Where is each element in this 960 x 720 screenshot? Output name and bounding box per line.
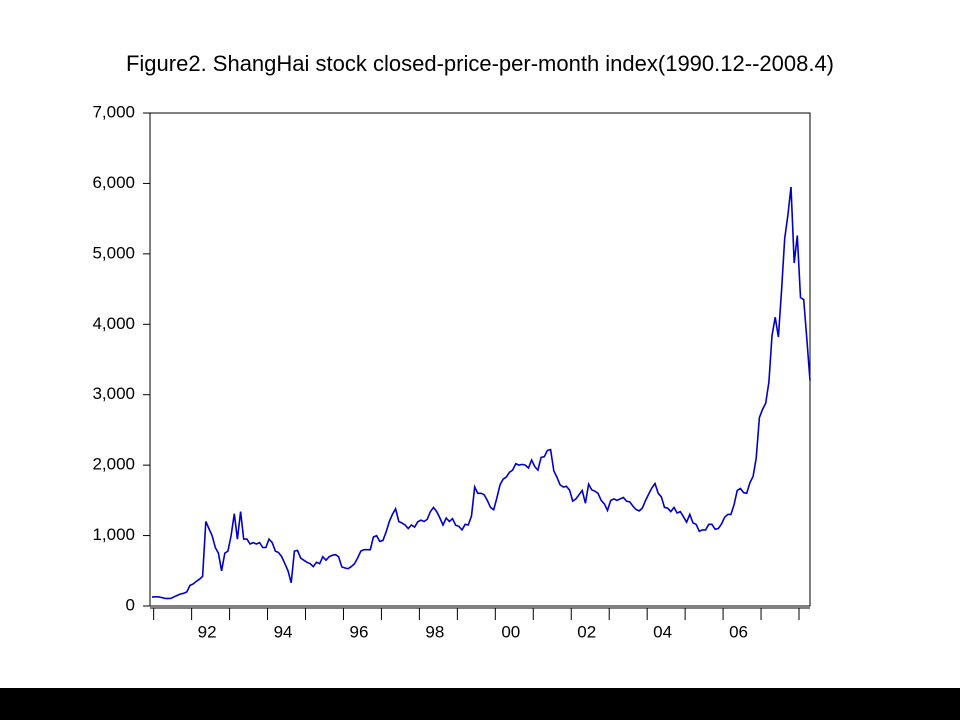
y-tick-label: 3,000 [92,384,135,403]
plot-frame [149,112,811,607]
x-tick-label: 04 [653,622,672,641]
x-tick-label: 94 [274,622,293,641]
chart-title: Figure2. ShangHai stock closed-price-per… [126,51,834,76]
x-tick-label: 06 [729,622,748,641]
y-tick-label: 5,000 [92,243,135,262]
y-tick-label: 0 [126,595,135,614]
y-tick-label: 7,000 [92,102,135,121]
x-tick-label: 02 [577,622,596,641]
x-tick-label: 98 [425,622,444,641]
y-tick-label: 6,000 [92,173,135,192]
footer-bar [0,688,960,720]
x-tick-label: 92 [198,622,217,641]
y-tick-label: 4,000 [92,314,135,333]
x-tick-label: 00 [501,622,520,641]
x-tick-label: 96 [349,622,368,641]
y-tick-label: 2,000 [92,455,135,474]
price-line [151,186,811,600]
y-tick-label: 1,000 [92,525,135,544]
